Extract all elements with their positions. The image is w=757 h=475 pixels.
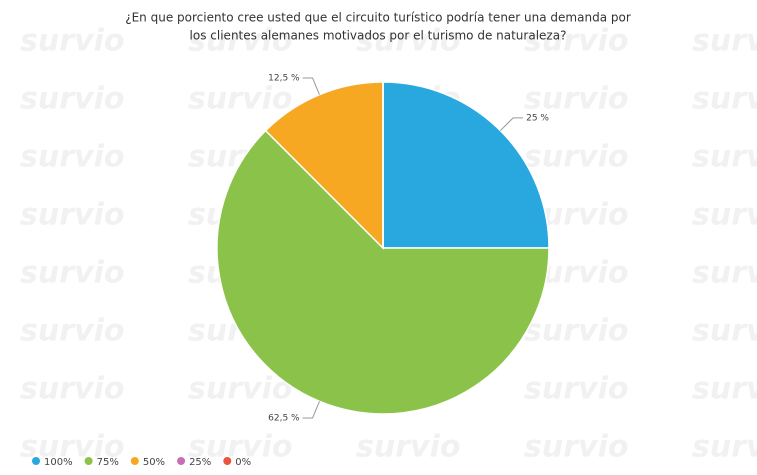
legend-marker [84,457,93,465]
watermark: survio [692,430,757,465]
watermark: survio [524,140,628,175]
watermark: survio [20,198,124,233]
watermark: survio [692,82,757,117]
watermark: survio [524,314,628,349]
pie-slice [216,129,550,415]
data-label: 12,5 % [268,74,300,84]
chart-title: los clientes alemanes motivados por el t… [190,29,567,43]
watermark: survio [524,82,628,117]
legend-label: 0% [235,457,251,468]
leader-line [302,401,320,419]
legend-label: 75% [97,457,119,468]
legend-label: 50% [143,457,165,468]
watermark: survio [188,24,292,59]
legend-label: 100% [44,457,73,468]
legend-marker [177,457,186,465]
pie-slice [264,81,384,250]
watermark: survio [356,24,460,59]
watermark: survio [188,430,292,465]
legend-marker [223,457,232,465]
watermark: survio [20,140,124,175]
legend-label: 25% [189,457,211,468]
chart-title: ¿En que porciento cree usted que el circ… [125,11,631,25]
watermark: survio [20,256,124,291]
pie-slice [382,81,550,249]
watermark: survio [692,198,757,233]
leader-line [500,117,524,131]
legend-marker [32,457,40,465]
watermark: survio [188,82,292,117]
leader-line [302,77,320,95]
watermark: survio [524,372,628,407]
watermark: survio [692,314,757,349]
data-label: 25 % [526,113,549,123]
watermark: survio [356,430,460,465]
watermark: survio [692,24,757,59]
legend-marker [130,457,139,465]
watermark: survio [524,24,628,59]
watermark: survio [20,82,124,117]
watermark: survio [692,140,757,175]
watermark: survio [20,24,124,59]
data-label: 62,5 % [268,413,300,423]
watermark: survio [692,372,757,407]
watermark: survio [20,314,124,349]
watermark: survio [524,430,628,465]
watermark: survio [188,372,292,407]
watermark: survio [692,256,757,291]
watermark: survio [20,372,124,407]
